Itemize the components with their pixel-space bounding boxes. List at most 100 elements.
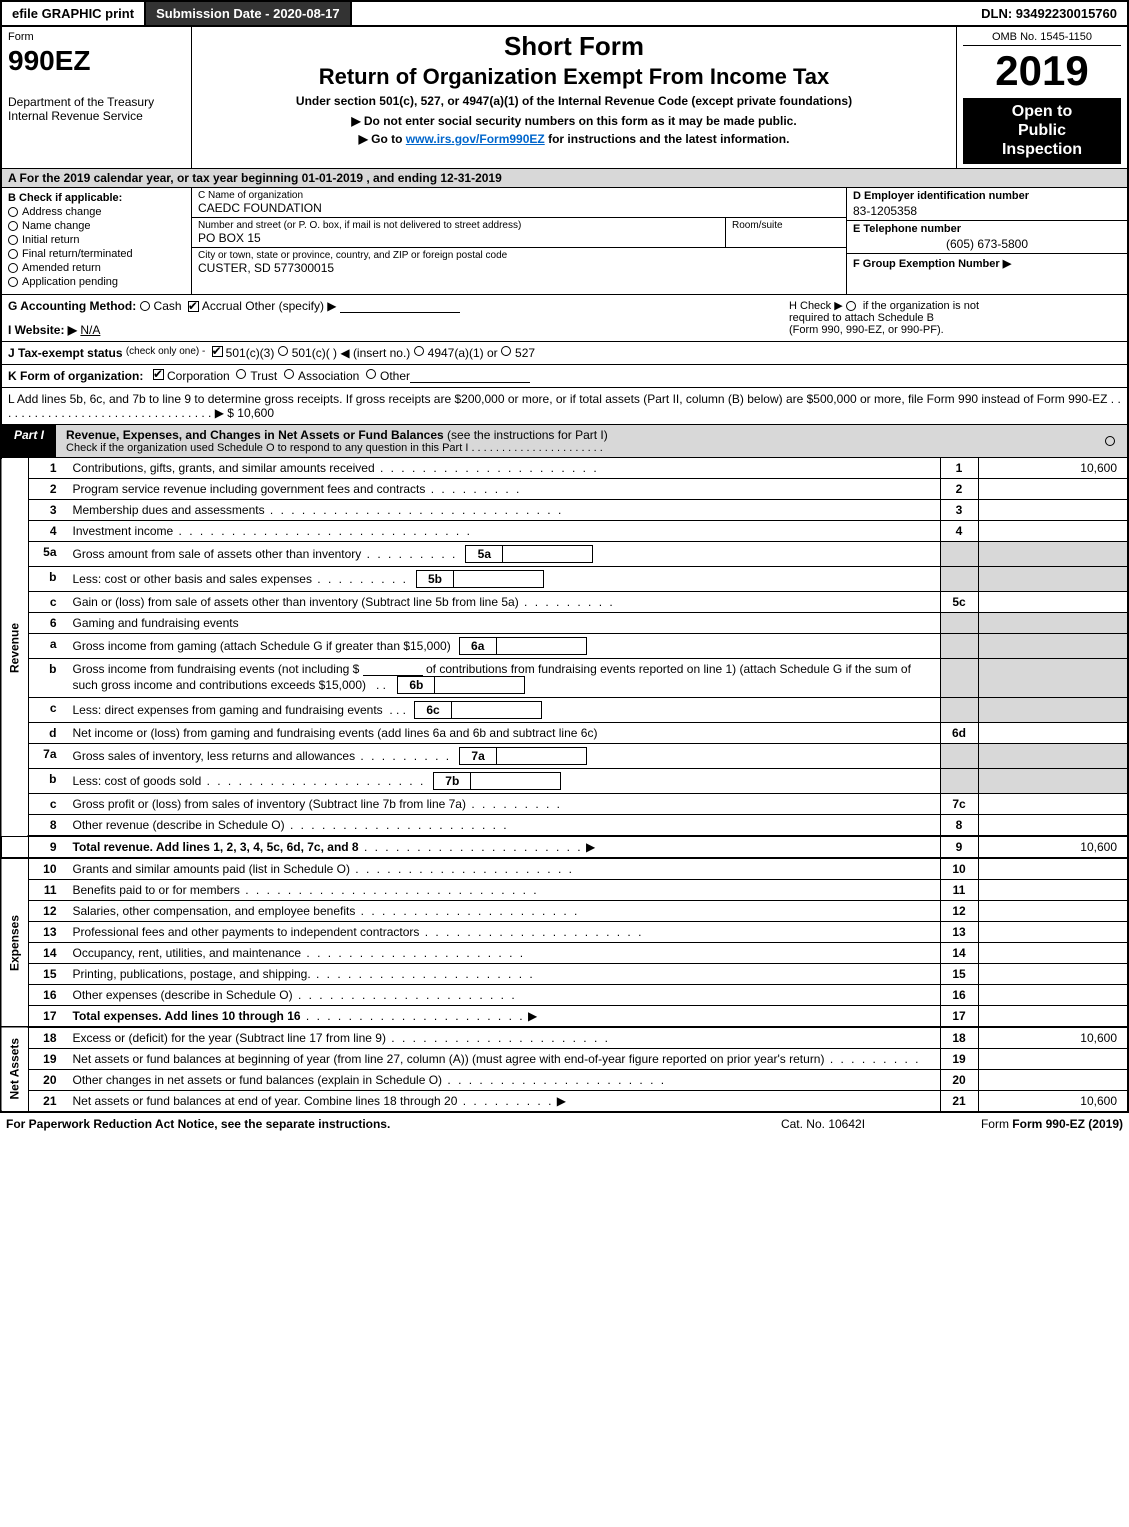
row-12: 12 Salaries, other compensation, and emp… — [1, 900, 1128, 921]
ln-15-box: 15 — [940, 963, 978, 984]
j-4947-label: 4947(a)(1) or — [428, 346, 498, 360]
h-line1: H Check ▶ — [789, 300, 843, 312]
k-label: K Form of organization: — [8, 369, 143, 383]
ln-12-no: 12 — [29, 900, 67, 921]
ln-7a-sv — [497, 747, 587, 765]
ln-18-dots — [386, 1031, 610, 1045]
ln-3-amt — [978, 499, 1128, 520]
k-assoc-radio[interactable] — [284, 369, 294, 379]
j-4947-radio[interactable] — [414, 346, 424, 356]
org-name: CAEDC FOUNDATION — [198, 201, 840, 215]
k-trust-radio[interactable] — [236, 369, 246, 379]
row-6: 6 Gaming and fundraising events — [1, 612, 1128, 633]
row-19: 19 Net assets or fund balances at beginn… — [1, 1048, 1128, 1069]
website-value: N/A — [80, 323, 100, 337]
inspection-box: Open to Public Inspection — [963, 98, 1121, 164]
ein-value: 83-1205358 — [853, 204, 1121, 218]
chk-initial-return[interactable]: Initial return — [8, 234, 185, 246]
ln-16-no: 16 — [29, 984, 67, 1005]
footer-left: For Paperwork Reduction Act Notice, see … — [6, 1117, 723, 1131]
j-501c3-check[interactable] — [212, 346, 223, 357]
ln-14-no: 14 — [29, 942, 67, 963]
part1-table: Revenue 1 Contributions, gifts, grants, … — [0, 458, 1129, 1112]
j-527-radio[interactable] — [501, 346, 511, 356]
row-11: 11 Benefits paid to or for members 11 — [1, 879, 1128, 900]
j-sub: (check only one) - — [126, 346, 205, 357]
k-other-input[interactable] — [410, 369, 530, 383]
efile-print-button[interactable]: efile GRAPHIC print — [2, 2, 146, 25]
ln-10-box: 10 — [940, 858, 978, 880]
ln-4-dots — [173, 524, 472, 538]
row-10: Expenses 10 Grants and similar amounts p… — [1, 858, 1128, 880]
ln-13-no: 13 — [29, 921, 67, 942]
page-footer: For Paperwork Reduction Act Notice, see … — [0, 1112, 1129, 1135]
chk-initial-return-label: Initial return — [22, 234, 79, 246]
ln-14-amt — [978, 942, 1128, 963]
revenue-sidelabel: Revenue — [1, 458, 29, 836]
ln-7c-no: c — [29, 793, 67, 814]
ln-18-no: 18 — [29, 1027, 67, 1049]
k-other-label: Other — [380, 369, 410, 383]
ln-10-dots — [350, 862, 574, 876]
ln-5c-desc: Gain or (loss) from sale of assets other… — [73, 595, 519, 609]
g-cash-radio[interactable] — [140, 301, 150, 311]
ln-3-dots — [265, 503, 564, 517]
chk-final-return[interactable]: Final return/terminated — [8, 248, 185, 260]
row-17: 17 Total expenses. Add lines 10 through … — [1, 1005, 1128, 1027]
addr-value: PO BOX 15 — [198, 231, 719, 245]
k-corp-check[interactable] — [153, 369, 164, 380]
row-6b: b Gross income from fundraising events (… — [1, 658, 1128, 697]
row-6c: c Less: direct expenses from gaming and … — [1, 697, 1128, 722]
ln-7b-no: b — [29, 768, 67, 793]
g-accrual-check[interactable] — [188, 301, 199, 312]
g-accrual-label: Accrual — [202, 299, 242, 313]
phone-label: E Telephone number — [853, 223, 1121, 235]
i-label: I Website: ▶ — [8, 323, 77, 337]
row-7a: 7a Gross sales of inventory, less return… — [1, 743, 1128, 768]
row-5a: 5a Gross amount from sale of assets othe… — [1, 541, 1128, 566]
addr-label: Number and street (or P. O. box, if mail… — [198, 220, 719, 231]
ln-21-no: 21 — [29, 1090, 67, 1111]
chk-amended-return[interactable]: Amended return — [8, 262, 185, 274]
ln-8-dots — [285, 818, 509, 832]
ln-9-box: 9 — [940, 836, 978, 858]
ln-6d-no: d — [29, 722, 67, 743]
ln-17-dots — [301, 1009, 525, 1023]
g-other-label: Other (specify) ▶ — [245, 299, 336, 313]
ln-18-box: 18 — [940, 1027, 978, 1049]
ln-6a-amt — [978, 633, 1128, 658]
tax-year: 2019 — [963, 50, 1121, 92]
box-l: L Add lines 5b, 6c, and 7b to line 9 to … — [0, 388, 1129, 425]
ln-2-amt — [978, 478, 1128, 499]
irs-link[interactable]: www.irs.gov/Form990EZ — [406, 132, 545, 146]
ln-13-dots — [419, 925, 643, 939]
group-exempt-label: F Group Exemption Number ▶ — [853, 258, 1011, 270]
ln-17-desc: Total expenses. Add lines 10 through 16 — [73, 1009, 301, 1023]
ln-15-dots — [311, 967, 535, 981]
ln-5a-box — [940, 541, 978, 566]
part1-sched-o-check[interactable] — [1105, 436, 1115, 446]
ln-5b-desc: Less: cost or other basis and sales expe… — [73, 572, 312, 586]
part1-check-text: Check if the organization used Schedule … — [66, 442, 468, 454]
chk-application-pending[interactable]: Application pending — [8, 276, 185, 288]
k-other-radio[interactable] — [366, 369, 376, 379]
chk-name-change[interactable]: Name change — [8, 220, 185, 232]
ln-8-amt — [978, 814, 1128, 836]
ln-6d-desc: Net income or (loss) from gaming and fun… — [73, 726, 598, 740]
form-label: Form — [8, 31, 185, 43]
row-20: 20 Other changes in net assets or fund b… — [1, 1069, 1128, 1090]
ln-19-no: 19 — [29, 1048, 67, 1069]
ln-7b-sv — [471, 772, 561, 790]
ln-7b-box — [940, 768, 978, 793]
h-check[interactable] — [846, 301, 856, 311]
box-h: H Check ▶ if the organization is not req… — [781, 299, 1121, 336]
ln-6b-blank[interactable] — [363, 662, 423, 676]
chk-address-change[interactable]: Address change — [8, 206, 185, 218]
inspect-1: Open to — [1012, 103, 1072, 120]
ln-14-desc: Occupancy, rent, utilities, and maintena… — [73, 946, 302, 960]
ln-6b-amt — [978, 658, 1128, 697]
chk-amended-return-label: Amended return — [22, 262, 101, 274]
g-other-input[interactable] — [340, 299, 460, 313]
j-501c-radio[interactable] — [278, 346, 288, 356]
note-link-post: for instructions and the latest informat… — [545, 132, 790, 146]
